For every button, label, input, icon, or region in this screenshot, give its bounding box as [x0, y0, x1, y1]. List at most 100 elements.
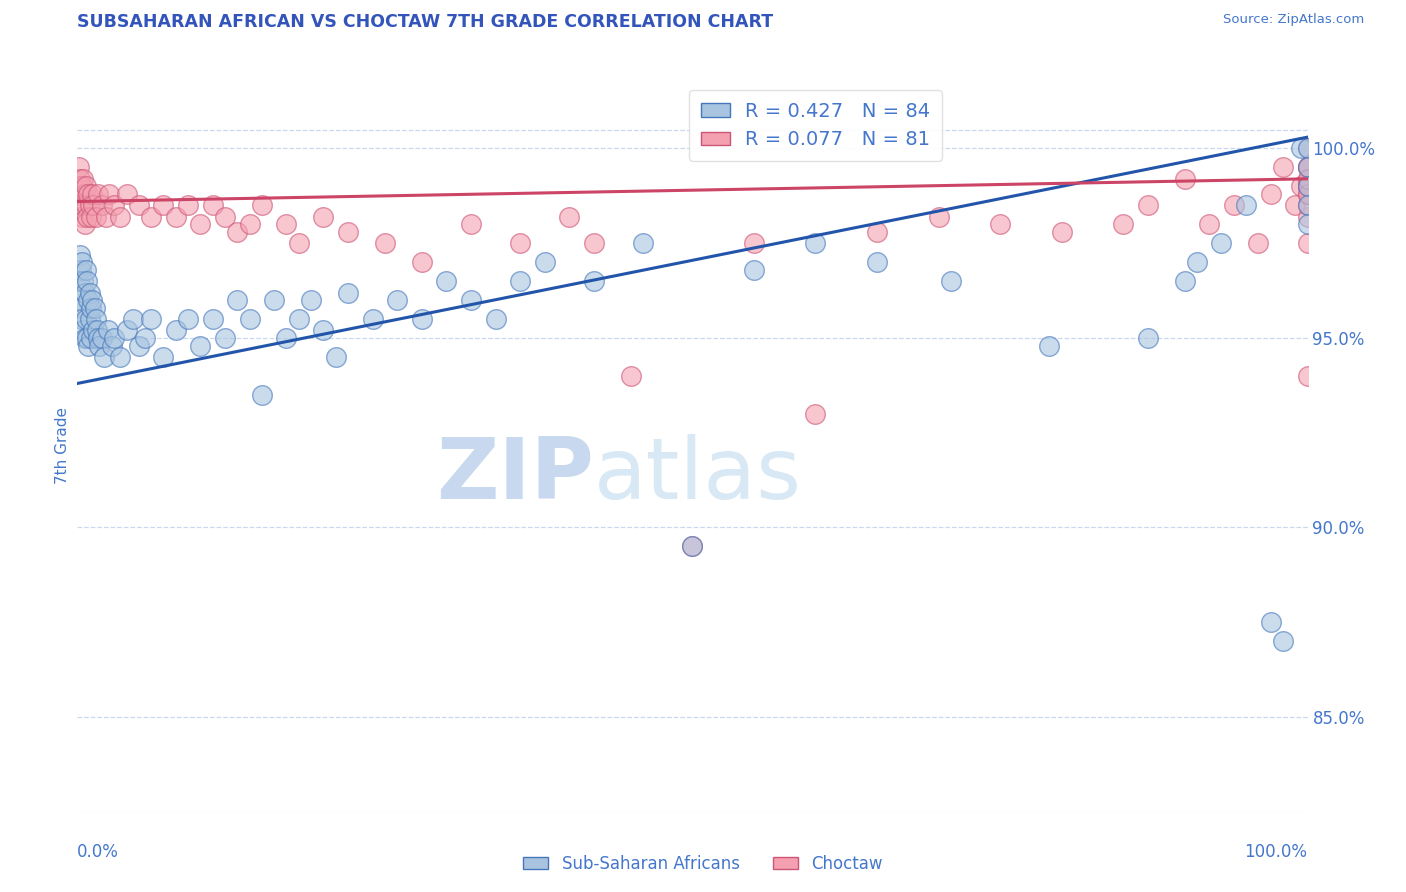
Point	[97, 323, 120, 337]
Point	[188, 338, 212, 352]
Point	[141, 312, 163, 326]
Point	[250, 198, 273, 212]
Point	[141, 210, 163, 224]
Point	[239, 312, 262, 326]
Point	[70, 255, 93, 269]
Point	[134, 331, 156, 345]
Point	[77, 338, 100, 352]
Point	[115, 186, 138, 201]
Point	[177, 198, 200, 212]
Point	[682, 540, 704, 554]
Point	[72, 171, 94, 186]
Point	[1296, 179, 1319, 194]
Point	[299, 293, 322, 307]
Point	[1296, 210, 1319, 224]
Point	[87, 186, 110, 201]
Point	[1038, 338, 1060, 352]
Point	[263, 293, 285, 307]
Point	[80, 301, 103, 315]
Point	[1174, 171, 1197, 186]
Point	[72, 274, 94, 288]
Point	[312, 210, 335, 224]
Point	[83, 301, 105, 315]
Point	[1296, 161, 1319, 175]
Point	[509, 236, 531, 251]
Point	[73, 331, 96, 345]
Point	[1296, 186, 1319, 201]
Point	[1296, 236, 1319, 251]
Point	[1296, 161, 1319, 175]
Point	[460, 293, 482, 307]
Point	[214, 210, 236, 224]
Text: Source: ZipAtlas.com: Source: ZipAtlas.com	[1223, 13, 1364, 27]
Point	[1234, 198, 1257, 212]
Point	[165, 210, 187, 224]
Point	[226, 293, 249, 307]
Point	[90, 331, 114, 345]
Point	[1136, 331, 1159, 345]
Point	[312, 323, 335, 337]
Point	[80, 210, 103, 224]
Point	[1260, 186, 1282, 201]
Point	[67, 274, 90, 288]
Point	[94, 210, 117, 224]
Point	[69, 247, 91, 261]
Y-axis label: 7th Grade: 7th Grade	[55, 408, 70, 484]
Point	[201, 198, 224, 212]
Point	[177, 312, 200, 326]
Point	[67, 161, 90, 175]
Point	[89, 338, 111, 352]
Point	[70, 262, 93, 277]
Point	[1050, 225, 1073, 239]
Point	[70, 312, 93, 326]
Point	[1296, 368, 1319, 383]
Point	[1296, 141, 1319, 155]
Point	[188, 217, 212, 231]
Point	[411, 255, 433, 269]
Point	[70, 210, 93, 224]
Point	[121, 312, 143, 326]
Point	[988, 217, 1011, 231]
Point	[75, 312, 97, 326]
Point	[75, 179, 97, 194]
Point	[90, 198, 114, 212]
Point	[374, 236, 396, 251]
Point	[1296, 141, 1319, 155]
Point	[460, 217, 482, 231]
Point	[84, 312, 107, 326]
Point	[110, 350, 132, 364]
Point	[361, 312, 384, 326]
Point	[79, 198, 101, 212]
Point	[86, 323, 108, 337]
Point	[82, 198, 104, 212]
Point	[77, 186, 100, 201]
Point	[75, 262, 97, 277]
Point	[87, 331, 110, 345]
Point	[152, 350, 174, 364]
Point	[70, 179, 93, 194]
Point	[75, 198, 97, 212]
Point	[201, 312, 224, 326]
Point	[82, 293, 104, 307]
Point	[103, 198, 125, 212]
Text: ZIP: ZIP	[436, 434, 595, 516]
Point	[1211, 236, 1233, 251]
Point	[239, 217, 262, 231]
Point	[1291, 179, 1313, 194]
Point	[73, 186, 96, 201]
Text: atlas: atlas	[595, 434, 801, 516]
Point	[939, 274, 962, 288]
Point	[1291, 141, 1313, 155]
Point	[84, 210, 107, 224]
Point	[558, 210, 581, 224]
Point	[337, 225, 360, 239]
Point	[70, 179, 93, 194]
Point	[1296, 186, 1319, 201]
Point	[633, 236, 655, 251]
Point	[866, 255, 889, 269]
Point	[152, 198, 174, 212]
Point	[1296, 161, 1319, 175]
Point	[928, 210, 950, 224]
Point	[1185, 255, 1208, 269]
Point	[115, 323, 138, 337]
